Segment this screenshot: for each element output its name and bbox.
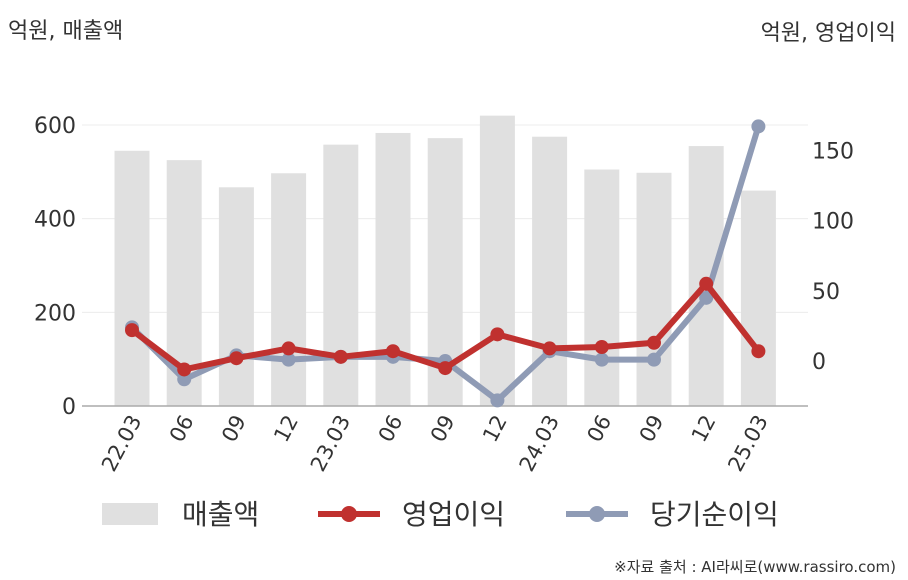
legend-label-operating-profit: 영업이익 <box>402 498 505 531</box>
x-tick-label: 12 <box>687 411 721 446</box>
source-credit: ※자료 출처 : AI라씨로(www.rassiro.com) <box>614 558 896 576</box>
revenue-bar <box>636 172 672 406</box>
operating-profit-point <box>229 351 244 366</box>
x-tick-label: 06 <box>165 411 199 446</box>
net-income-point <box>647 352 661 367</box>
operating-profit-point <box>542 341 557 356</box>
right-axis-ticks: 0 50 100 150 <box>812 139 854 375</box>
revenue-bar <box>375 132 411 406</box>
legend-marker-net-income <box>589 506 605 522</box>
left-tick-label: 200 <box>34 301 76 326</box>
right-tick-label: 150 <box>812 139 854 164</box>
net-income-point <box>699 290 714 305</box>
x-tick-label: 12 <box>269 411 303 446</box>
legend-label-net-income: 당기순이익 <box>650 498 779 531</box>
legend-swatch-revenue <box>102 503 158 525</box>
right-tick-label: 100 <box>812 210 854 235</box>
x-tick-label: 12 <box>478 411 512 446</box>
right-tick-label: 0 <box>812 350 826 375</box>
x-axis-ticks: 22.03 06 09 12 23.03 06 09 12 24.03 06 09 12 25.03 <box>97 411 773 475</box>
revenue-bar <box>584 169 620 406</box>
revenue-bar <box>740 190 776 406</box>
legend: 매출액 영업이익 당기순이익 <box>102 498 779 531</box>
left-axis-unit-label: 억원, 매출액 <box>8 19 123 44</box>
x-tick-label: 09 <box>217 411 251 446</box>
left-tick-label: 0 <box>62 395 76 420</box>
operating-profit-point <box>699 276 714 291</box>
revenue-bar <box>688 146 724 406</box>
net-income-point <box>281 352 296 367</box>
operating-profit-point <box>125 323 139 338</box>
x-tick-label: 09 <box>635 411 669 446</box>
operating-profit-point <box>333 349 348 364</box>
legend-marker-operating-profit <box>341 506 357 522</box>
operating-profit-point <box>647 335 661 350</box>
revenue-bar <box>323 144 359 407</box>
net-income-point <box>490 393 505 408</box>
x-tick-label: 06 <box>374 411 408 446</box>
right-tick-label: 50 <box>812 280 840 305</box>
left-axis-ticks: 0 200 400 600 <box>34 114 76 420</box>
x-tick-label: 23.03 <box>306 411 355 475</box>
revenue-bar <box>479 115 515 406</box>
legend-label-revenue: 매출액 <box>182 498 259 531</box>
x-tick-label: 22.03 <box>97 411 146 475</box>
revenue-bar <box>218 187 254 406</box>
net-income-point <box>594 352 609 367</box>
x-tick-label: 24.03 <box>515 411 564 475</box>
operating-profit-point <box>490 327 505 342</box>
operating-profit-point <box>177 362 192 377</box>
operating-profit-point <box>751 344 766 359</box>
operating-profit-point <box>438 361 453 376</box>
revenue-bar <box>114 150 150 406</box>
right-axis-unit-label: 억원, 영업이익 <box>761 21 896 46</box>
x-tick-label: 09 <box>426 411 460 446</box>
net-income-point <box>751 119 766 134</box>
x-tick-label: 25.03 <box>723 411 772 475</box>
x-tick-label: 06 <box>582 411 616 446</box>
revenue-bar <box>271 173 307 406</box>
left-tick-label: 400 <box>34 208 76 233</box>
operating-profit-point <box>281 341 296 356</box>
profit-lines <box>125 119 766 408</box>
left-tick-label: 600 <box>34 114 76 139</box>
operating-profit-point <box>594 339 609 354</box>
operating-profit-point <box>386 344 400 359</box>
net-income-point <box>177 372 192 387</box>
